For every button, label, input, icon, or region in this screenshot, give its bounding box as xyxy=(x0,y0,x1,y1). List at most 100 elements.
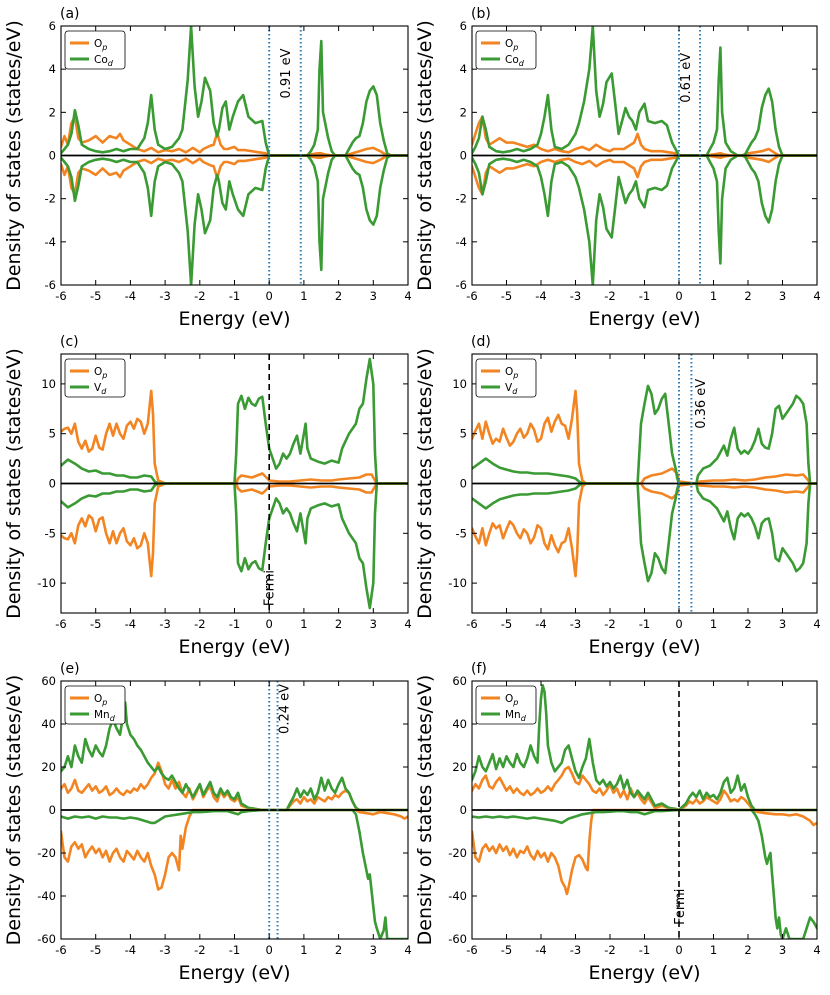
dos-panel-b: -6 -5 -4 -3 -2 -1 0 1 2 3 4 -6 -4 -2 0 2 4 6 Energy (eV) De… xyxy=(414,6,821,330)
y-axis-label: Density of states (states/eV) xyxy=(3,20,25,291)
x-tick-label: -1 xyxy=(639,617,650,631)
y-tick-label: 20 xyxy=(41,760,56,774)
x-tick-label: -5 xyxy=(501,617,512,631)
annotation-text: 0.61 eV xyxy=(679,53,694,103)
series-line-o-p-spin-up xyxy=(472,115,817,157)
x-tick-label: 4 xyxy=(404,289,411,303)
series-line-mn-d-spin-down xyxy=(61,808,408,939)
annotation-text: 0.24 eV xyxy=(277,684,292,734)
x-tick-label: 3 xyxy=(370,943,377,957)
x-axis-label: Energy (eV) xyxy=(588,962,700,984)
legend-label: Op xyxy=(94,693,107,707)
x-tick-label: -5 xyxy=(90,943,101,957)
legend-label: Cod xyxy=(505,54,525,68)
y-tick-label: 40 xyxy=(41,717,56,731)
x-tick-label: -6 xyxy=(55,617,66,631)
x-tick-label: -1 xyxy=(639,289,650,303)
x-tick-label: 1 xyxy=(710,617,717,631)
x-tick-label: 2 xyxy=(744,617,751,631)
y-tick-label: 60 xyxy=(452,674,467,688)
y-tick-label: 0 xyxy=(49,803,56,817)
x-axis-label: Energy (eV) xyxy=(588,308,700,330)
series-line-co-d-spin-up xyxy=(61,26,408,157)
y-tick-label: -5 xyxy=(456,526,467,540)
series-line-o-p-spin-up xyxy=(472,765,817,812)
series-line-o-p-spin-down xyxy=(61,482,408,578)
y-tick-label: 10 xyxy=(41,377,56,391)
y-tick-label: -10 xyxy=(37,576,56,590)
x-tick-label: -6 xyxy=(466,943,477,957)
x-tick-label: 3 xyxy=(370,289,377,303)
x-tick-label: 1 xyxy=(710,289,717,303)
x-tick-label: -2 xyxy=(194,943,205,957)
x-tick-label: 4 xyxy=(813,289,820,303)
plot-area xyxy=(61,357,408,610)
y-tick-label: -6 xyxy=(456,278,467,292)
x-tick-label: -4 xyxy=(535,289,546,303)
y-tick-label: 2 xyxy=(460,105,467,119)
legend: Op Vd xyxy=(475,358,537,398)
legend-label: Op xyxy=(94,366,107,380)
x-tick-label: 1 xyxy=(300,943,307,957)
y-tick-label: 0 xyxy=(49,149,56,163)
x-tick-label: -1 xyxy=(229,617,240,631)
legend-label: Op xyxy=(94,38,107,52)
y-tick-label: -40 xyxy=(448,889,467,903)
x-tick-label: -4 xyxy=(125,617,136,631)
x-tick-label: 2 xyxy=(335,943,342,957)
legend-label: Vd xyxy=(505,382,518,396)
legend-label: Mnd xyxy=(505,709,527,723)
y-tick-label: -10 xyxy=(448,576,467,590)
dos-panel-f: -6 -5 -4 -3 -2 -1 0 1 2 3 4 -60 -40 -20 0 20 40 60 Energy … xyxy=(414,661,821,984)
annotation-text: 0.36 eV xyxy=(694,379,709,429)
y-tick-label: -60 xyxy=(37,932,56,946)
y-tick-label: -4 xyxy=(45,235,56,249)
y-tick-label: 0 xyxy=(460,477,467,491)
y-axis-label: Density of states (states/eV) xyxy=(414,348,436,619)
x-tick-label: 0 xyxy=(266,943,273,957)
x-tick-label: 0 xyxy=(266,617,273,631)
x-tick-label: 3 xyxy=(779,289,786,303)
y-tick-label: -2 xyxy=(45,192,56,206)
annotation-text: Fermi xyxy=(262,570,277,606)
x-tick-label: 4 xyxy=(404,617,411,631)
annotation-text: 0.91 eV xyxy=(279,48,294,98)
y-axis-label: Density of states (states/eV) xyxy=(3,348,25,619)
series-line-mn-d-spin-down xyxy=(472,808,817,939)
x-tick-label: 2 xyxy=(335,617,342,631)
y-tick-label: 5 xyxy=(49,427,56,441)
x-tick-label: -5 xyxy=(90,617,101,631)
series-line-mn-d-spin-up xyxy=(61,701,408,812)
y-axis-label: Density of states (states/eV) xyxy=(414,675,436,946)
legend-label: Cod xyxy=(94,54,114,68)
x-tick-label: 1 xyxy=(300,289,307,303)
y-tick-label: 60 xyxy=(41,674,56,688)
x-tick-label: 3 xyxy=(370,617,377,631)
x-axis-label: Energy (eV) xyxy=(178,962,290,984)
series-line-o-p-spin-down xyxy=(472,482,817,578)
legend: Op Cod xyxy=(475,30,537,70)
x-tick-label: 3 xyxy=(779,617,786,631)
x-tick-label: -3 xyxy=(159,289,170,303)
x-tick-label: -5 xyxy=(501,943,512,957)
series-line-o-p-spin-down xyxy=(472,808,817,896)
x-tick-label: 2 xyxy=(744,943,751,957)
y-tick-label: 6 xyxy=(49,19,56,33)
series-line-o-p-spin-down xyxy=(472,154,817,196)
x-tick-label: -1 xyxy=(229,943,240,957)
x-tick-label: -6 xyxy=(466,617,477,631)
series-line-o-p-spin-up xyxy=(61,761,408,812)
x-tick-label: 0 xyxy=(675,289,682,303)
panel-label: (a) xyxy=(60,6,80,22)
legend-label: Mnd xyxy=(94,709,116,723)
plot-area xyxy=(61,701,408,939)
series-line-mn-d-spin-up xyxy=(472,684,817,812)
dos-panel-a: -6 -5 -4 -3 -2 -1 0 1 2 3 4 -6 -4 -2 0 2 4 6 Energy (eV) De… xyxy=(3,6,412,330)
x-axis-label: Energy (eV) xyxy=(178,308,290,330)
y-tick-label: 4 xyxy=(49,62,56,76)
y-tick-label: 5 xyxy=(460,427,467,441)
y-tick-label: 0 xyxy=(460,803,467,817)
